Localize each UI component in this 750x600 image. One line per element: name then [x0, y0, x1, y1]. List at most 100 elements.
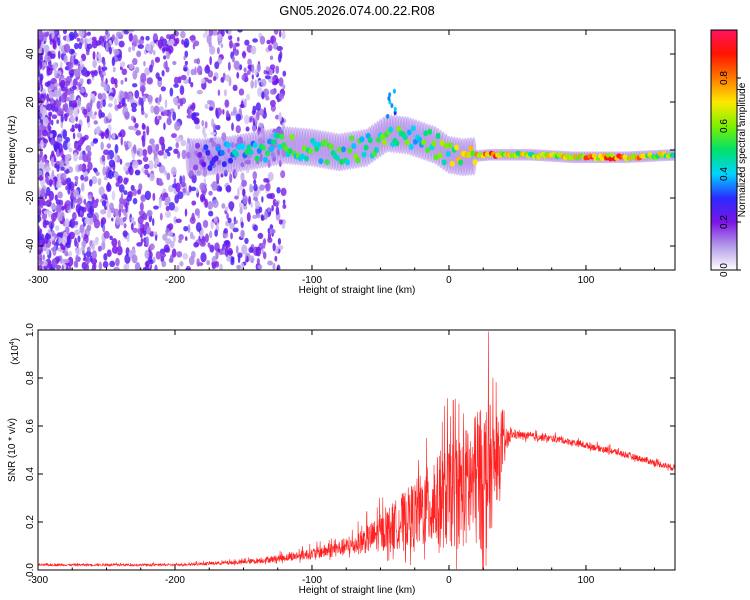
spectrogram-ridge-cell	[340, 146, 346, 153]
snr-series-line	[38, 331, 675, 570]
colorbar-tick-label: 0.6	[719, 119, 730, 133]
spectrogram-speckle	[123, 190, 128, 196]
spectrogram-speckle	[149, 64, 153, 73]
spectrogram-speckle	[87, 150, 92, 157]
spectrogram-speckle	[211, 118, 215, 128]
spectrogram-speckle	[261, 91, 265, 100]
spectrogram-speckle	[203, 132, 207, 139]
spectrogram-speckle	[84, 256, 91, 265]
spectrogram-speckle	[246, 255, 249, 263]
spectrogram-speckle	[108, 169, 114, 180]
spectrogram-speckle	[141, 87, 144, 97]
spectrogram-speckle	[79, 87, 85, 94]
spectrogram-speckle	[49, 53, 56, 59]
spectrogram-speckle	[180, 139, 187, 147]
spectrogram-speckle	[64, 218, 70, 228]
spectrogram-speckle	[106, 208, 112, 219]
spectrogram-speckle	[145, 225, 151, 235]
spectrogram-ridge-cell	[375, 136, 381, 143]
spectrogram-speckle	[211, 30, 219, 36]
spectrogram-speckle	[113, 48, 120, 56]
spectrogram-spike	[392, 88, 396, 94]
spectrogram-speckle	[215, 250, 219, 260]
spectrogram-speckle	[180, 30, 186, 39]
spectrogram-speckle	[163, 152, 168, 160]
spectrogram-speckle	[149, 243, 155, 251]
spectrogram-speckle	[45, 176, 49, 184]
spectrogram-ridge-cell	[254, 155, 260, 162]
spectrogram-speckle	[38, 249, 42, 255]
spectrogram-speckle	[164, 200, 168, 206]
spectrogram-speckle	[247, 64, 252, 70]
spectrogram-speckle	[249, 185, 254, 193]
spectrogram-speckle	[54, 142, 61, 152]
spectrogram-speckle	[252, 171, 258, 180]
spectrogram-speckle	[173, 177, 177, 185]
spectrogram-speckle	[263, 210, 268, 220]
spectrogram-speckle	[234, 195, 239, 200]
spectrogram-speckle	[142, 149, 148, 157]
spectrogram-speckle	[194, 208, 200, 216]
spectrogram-speckle	[130, 223, 134, 231]
spectrogram-speckle	[208, 190, 213, 196]
spectrogram-speckle	[91, 36, 97, 41]
spectrogram-speckle	[39, 149, 43, 158]
spectrogram-speckle	[73, 42, 79, 50]
spectrogram-speckle	[123, 208, 126, 216]
spectrogram-speckle	[267, 260, 273, 266]
spectrogram-speckle	[160, 86, 166, 92]
spectrogram-speckle	[144, 169, 149, 176]
spectrogram-ridge-cell	[201, 161, 207, 168]
spectrogram-speckle	[239, 206, 243, 215]
spectrogram-speckle	[167, 146, 173, 151]
spectrogram-speckle	[158, 106, 164, 113]
spectrogram-ridge-cell	[289, 134, 295, 141]
spectrogram-speckle	[242, 204, 248, 210]
spectrogram-speckle	[57, 191, 63, 199]
spectrogram-speckle	[77, 97, 81, 107]
spectrogram-speckle	[223, 228, 228, 234]
spectrogram-ridge-cell	[203, 144, 209, 151]
spectrogram-speckle	[269, 64, 276, 70]
spectrogram-speckle	[141, 122, 146, 130]
spectrogram-speckle	[179, 85, 185, 96]
spectrogram-speckle	[86, 79, 90, 85]
spectrogram-speckle	[204, 233, 209, 243]
spectrogram-speckle	[51, 230, 55, 237]
spectrogram-speckle	[98, 186, 105, 196]
spectrogram-speckle	[195, 222, 202, 232]
y-tick-label: 0.2	[25, 515, 36, 529]
spectrogram-speckle	[174, 121, 181, 131]
spectrogram-speckle	[149, 173, 155, 182]
spectrogram-ridge-cell	[312, 140, 318, 147]
spectrogram-speckle	[230, 204, 233, 211]
spectrogram-speckle	[145, 236, 150, 246]
spectrogram-speckle	[282, 84, 286, 90]
spectrogram-speckle	[136, 189, 142, 195]
spectrogram-speckle	[56, 137, 63, 143]
spectrogram-speckle	[76, 241, 79, 248]
spectrogram-speckle	[123, 264, 128, 270]
spectrogram-speckle	[267, 207, 271, 213]
spectrogram-speckle	[80, 174, 85, 181]
spectrogram-speckle	[68, 231, 75, 240]
spectrogram-speckle	[114, 171, 119, 178]
spectrogram-speckle	[38, 188, 41, 198]
spectrogram-speckle	[248, 255, 255, 263]
spectrogram-speckle	[51, 114, 58, 120]
spectrogram-speckle	[242, 194, 248, 205]
spectrogram-speckle	[158, 198, 162, 209]
spectrogram-speckle	[157, 150, 165, 156]
spectrogram-speckle	[59, 159, 64, 167]
spectrogram-speckle	[272, 75, 276, 83]
spectrogram-speckle	[47, 55, 51, 62]
snr-xlabel: Height of straight line (km)	[299, 585, 416, 596]
spectrogram-speckle	[50, 204, 57, 210]
spectrogram-speckle	[211, 261, 218, 267]
spectrogram-speckle	[102, 99, 106, 107]
spectrogram-speckle	[152, 192, 156, 201]
spectrogram-speckle	[97, 177, 102, 186]
spectrogram-speckle	[102, 166, 106, 176]
spectrogram-speckle	[277, 53, 282, 63]
spectrogram-speckle	[132, 34, 138, 45]
